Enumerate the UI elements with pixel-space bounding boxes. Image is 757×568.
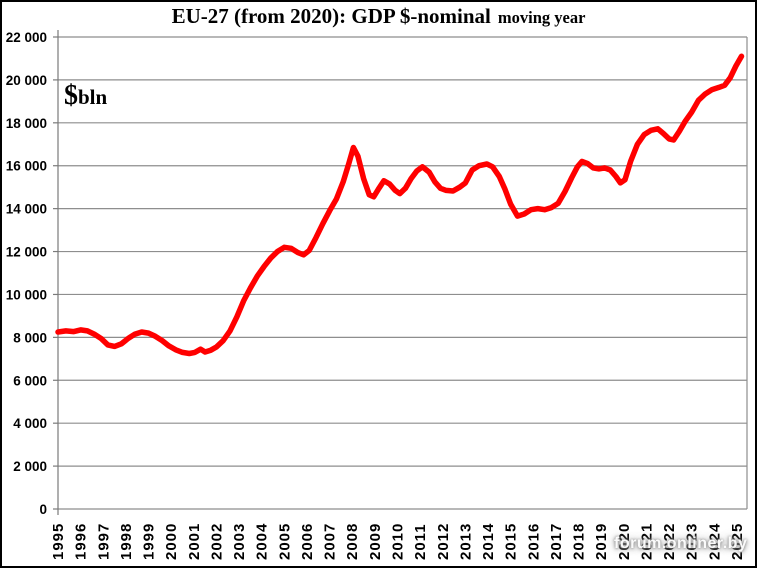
x-tick-label: 2009: [367, 523, 384, 560]
x-tick-label: 2005: [276, 523, 293, 560]
x-tick-label: 1998: [118, 523, 135, 560]
unit-text: bln: [78, 85, 108, 109]
y-tick-label: 6 000: [13, 373, 47, 388]
x-tick-label: 2016: [525, 523, 542, 560]
x-tick-label: 2018: [571, 523, 588, 560]
x-tick-label: 2024: [706, 523, 723, 560]
x-tick-label: 2023: [684, 523, 701, 560]
x-tick-label: 2013: [457, 523, 474, 560]
watermark: forum.onliner.by: [614, 535, 748, 552]
chart-title-main: EU-27 (from 2020): GDP $-nominal: [171, 4, 491, 28]
x-tick-label: 2019: [593, 523, 610, 560]
x-tick-label: 2017: [548, 523, 565, 560]
x-tick-label: 2012: [435, 523, 452, 560]
x-tick-label: 2022: [661, 523, 678, 560]
y-tick-label: 20 000: [6, 73, 47, 88]
gdp-line: [55, 53, 745, 357]
x-tick-label: 2025: [729, 523, 746, 560]
x-tick-label: 2010: [390, 523, 407, 560]
x-tick-label: 2003: [231, 523, 248, 560]
chart-title-suffix: moving year: [497, 8, 586, 27]
x-tick-label: 2020: [616, 523, 633, 560]
y-axis-unit-label: $bln: [64, 80, 107, 112]
x-tick-label: 2007: [322, 523, 339, 560]
x-tick-label: 2006: [299, 523, 316, 560]
y-tick-label: 2 000: [13, 459, 47, 474]
x-tick-label: 1997: [95, 523, 112, 560]
y-tick-label: 14 000: [6, 202, 47, 217]
y-tick-label: 18 000: [6, 116, 47, 131]
x-tick-label: 2001: [186, 523, 203, 560]
chart-title: EU-27 (from 2020): GDP $-nominal moving y…: [2, 4, 755, 29]
x-tick-label: 2014: [480, 523, 497, 560]
x-tick-label: 2000: [163, 523, 180, 560]
x-tick-label: 1995: [50, 523, 67, 560]
y-tick-label: 4 000: [13, 416, 47, 431]
x-tick-label: 2015: [503, 523, 520, 560]
y-tick-label: 12 000: [6, 245, 47, 260]
y-tick-label: 22 000: [6, 30, 47, 45]
x-tick-label: 2008: [344, 523, 361, 560]
x-tick-label: 2011: [412, 523, 429, 560]
x-tick-label: 1996: [73, 523, 90, 560]
y-tick-label: 10 000: [6, 287, 47, 302]
x-tick-label: 1999: [141, 523, 158, 560]
y-tick-label: 16 000: [6, 159, 47, 174]
y-tick-label: 0: [39, 502, 47, 517]
y-tick-label: 8 000: [13, 330, 47, 345]
x-tick-label: 2004: [254, 523, 271, 560]
x-tick-label: 2002: [208, 523, 225, 560]
x-tick-label: 2021: [638, 523, 655, 560]
currency-symbol: $: [64, 80, 78, 111]
